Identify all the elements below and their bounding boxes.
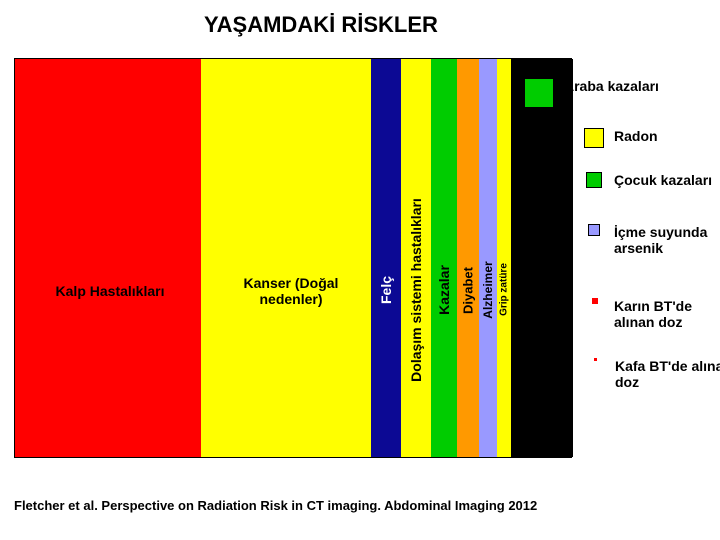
bar-label-stroke: Felç (378, 260, 394, 320)
legend-item-radon: Radon (584, 128, 720, 148)
legend-item-abdct: Karın BT'de alınan doz (592, 298, 720, 330)
legend-item-child: Çocuk kazaları (586, 172, 720, 188)
legend-label-child: Çocuk kazaları (614, 172, 720, 188)
bar-label-flu: Grip zatüre (499, 245, 510, 335)
risk-bar-chart: Kalp Hastalıkları Kanser (Doğal nedenler)… (14, 58, 572, 458)
bar-heart (15, 59, 201, 457)
legend-label-car: Araba kazaları (564, 78, 684, 94)
legend-swatch-child (586, 172, 602, 188)
bar-stroke (371, 59, 401, 457)
bar-label-circ: Dolaşım sistemi hastalıkları (408, 170, 424, 410)
bar-label-alzheimer: Alzheimer (481, 245, 495, 335)
legend-swatch-abdct (592, 298, 598, 304)
legend-swatch-headct (594, 358, 597, 361)
bar-label-diabetes: Diyabet (461, 250, 476, 330)
chart-title: YAŞAMDAKİ RİSKLER (204, 12, 438, 38)
legend-item-headct: Kafa BT'de alınan doz (594, 358, 720, 390)
legend-item-ars: İçme suyunda arsenik (588, 224, 720, 256)
citation-text: Fletcher et al. Perspective on Radiation… (14, 498, 537, 513)
legend-swatch-car (524, 78, 554, 108)
legend-label-headct: Kafa BT'de alınan doz (615, 358, 720, 390)
bar-label-accidents: Kazalar (436, 250, 452, 330)
legend-swatch-ars (588, 224, 600, 236)
bar-label-heart: Kalp Hastalıkları (45, 283, 175, 299)
legend-label-radon: Radon (614, 128, 720, 144)
legend-label-ars: İçme suyunda arsenik (614, 224, 720, 256)
bar-label-cancer: Kanser (Doğal nedenler) (231, 275, 351, 307)
bar-rest (511, 59, 573, 457)
legend-swatch-radon (584, 128, 604, 148)
legend-label-abdct: Karın BT'de alınan doz (614, 298, 720, 330)
bar-cancer (201, 59, 371, 457)
legend-item-car: Araba kazaları (524, 78, 684, 108)
stage: YAŞAMDAKİ RİSKLER Kalp Hastalıkları Kanse… (0, 0, 720, 540)
